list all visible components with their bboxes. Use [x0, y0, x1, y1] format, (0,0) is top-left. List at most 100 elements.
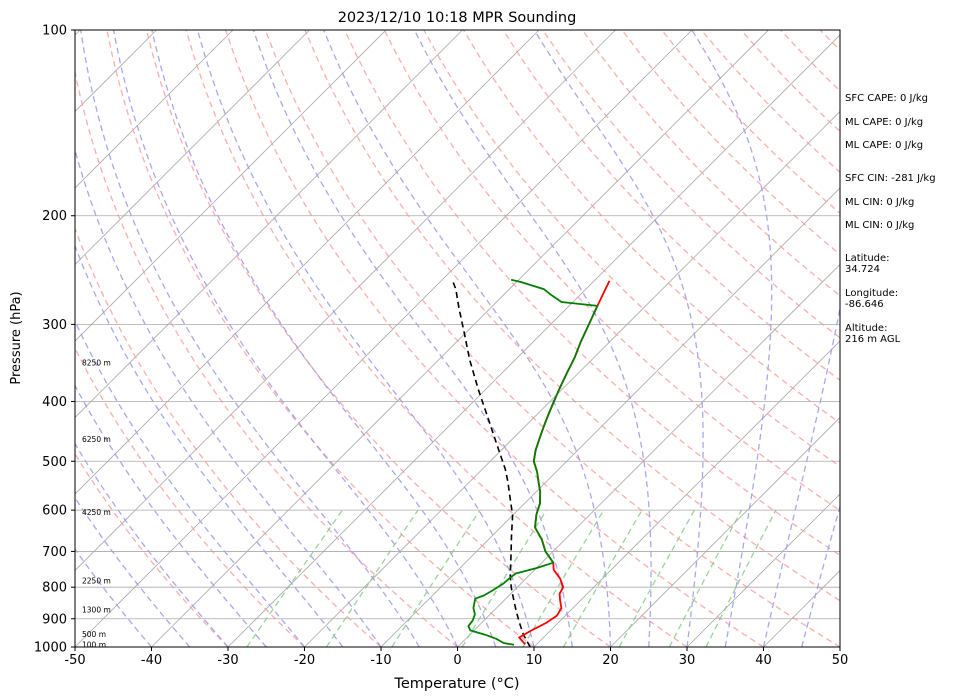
x-tick-label: -10	[370, 653, 391, 668]
parcel-profile-line	[451, 280, 531, 647]
stat-sfc-cape: SFC CAPE: 0 J/kg	[845, 93, 928, 104]
x-tick-label: -50	[64, 653, 85, 668]
y-tick-label: 500	[42, 455, 67, 470]
mixing-ratio-line	[668, 509, 743, 647]
moist-adiabat-line	[80, 30, 420, 647]
x-tick-label: 0	[453, 653, 461, 668]
isotherm-line	[75, 30, 310, 266]
height-label: 2250 m	[82, 576, 111, 585]
moist-adiabat-line	[75, 244, 344, 647]
stat-sfc-cin: SFC CIN: -281 J/kg	[845, 173, 936, 184]
y-tick-label: 400	[42, 395, 67, 410]
x-axis-label: Temperature (°C)	[393, 676, 519, 692]
x-axis-ticks: -50 -40 -30 -20 -10 0 10 20 30 40 50	[64, 647, 848, 668]
dry-adiabat-line	[304, 30, 840, 602]
height-label: 1300 m	[82, 606, 111, 615]
x-tick-label: 20	[602, 653, 619, 668]
mixing-ratio-line	[522, 509, 605, 647]
moist-adiabat-line	[75, 442, 229, 647]
dry-adiabat-line	[75, 69, 458, 647]
dry-adiabat-line	[75, 226, 382, 647]
x-tick-label: -40	[141, 653, 162, 668]
height-label: 6250 m	[82, 435, 111, 444]
stat-latitude-value: 34.724	[845, 264, 880, 275]
plot-frame	[74, 29, 841, 648]
moist-adiabat-line	[252, 30, 573, 647]
mixing-ratio-line	[618, 509, 696, 647]
y-tick-label: 800	[42, 581, 67, 596]
sounding-profiles	[451, 278, 611, 647]
dry-adiabat-line	[264, 30, 840, 647]
stat-ml-cin-2: ML CIN: 0 J/kg	[845, 220, 915, 231]
dry-adiabat-line	[106, 30, 535, 647]
isotherm-line	[75, 30, 616, 572]
height-label: 8250 m	[82, 359, 111, 368]
stat-latitude-label: Latitude:	[845, 253, 890, 264]
isotherm-line	[304, 110, 840, 647]
x-tick-label: 10	[526, 653, 543, 668]
x-tick-label: 50	[832, 653, 849, 668]
isotherm-line	[533, 340, 840, 647]
isotherm-line	[686, 493, 840, 647]
y-axis-label: Pressure (hPa)	[9, 291, 24, 384]
moist-adiabat-line	[762, 305, 840, 647]
moist-adiabat-line	[533, 30, 704, 647]
chart-title: 2023/12/10 10:18 MPR Sounding	[338, 10, 577, 26]
dry-adiabat-line	[75, 346, 305, 647]
stat-longitude-label: Longitude:	[845, 288, 899, 299]
isotherm-line	[75, 30, 463, 419]
isotherm-line	[457, 263, 840, 647]
y-tick-label: 100	[42, 24, 67, 39]
height-label: 100 m	[82, 640, 106, 649]
moist-adiabat-line	[323, 30, 612, 647]
background-lines	[0, 30, 840, 647]
y-tick-label: 300	[42, 318, 67, 333]
isotherm-line	[0, 30, 4, 647]
stat-ml-cape-2: ML CAPE: 0 J/kg	[845, 140, 924, 151]
stat-ml-cape-1: ML CAPE: 0 J/kg	[845, 117, 924, 128]
stat-altitude-label: Altitude:	[845, 323, 888, 334]
dry-adiabat-line	[225, 30, 764, 647]
height-label: 500 m	[82, 630, 106, 639]
dry-adiabat-line	[344, 30, 840, 556]
dry-adiabat-line	[185, 30, 688, 647]
mixing-ratio-line	[461, 509, 548, 647]
x-tick-label: 40	[755, 653, 772, 668]
dry-adiabat-line	[423, 30, 840, 468]
moist-adiabat-line	[801, 504, 840, 647]
y-tick-label: 1000	[34, 641, 67, 656]
x-tick-label: -20	[294, 653, 315, 668]
isotherm-line	[151, 30, 769, 647]
isotherm-line	[75, 30, 234, 189]
y-tick-label: 200	[42, 209, 67, 224]
moist-adiabat-line	[151, 30, 497, 647]
moist-adiabat-line	[75, 384, 267, 647]
x-tick-label: 30	[679, 653, 696, 668]
moist-adiabat-line	[75, 496, 191, 647]
moist-adiabat-line	[691, 30, 773, 647]
moist-adiabat-line	[413, 30, 652, 647]
isotherm-line	[380, 187, 840, 647]
stat-longitude-value: -86.646	[845, 299, 884, 310]
dewpoint-profile-line	[467, 278, 599, 646]
isotherm-line	[610, 416, 840, 647]
y-tick-label: 700	[42, 545, 67, 560]
x-tick-label: -30	[217, 653, 238, 668]
dry-adiabat-line	[145, 30, 611, 647]
moist-adiabat-line	[75, 147, 382, 647]
y-tick-label: 900	[42, 612, 67, 627]
dry-adiabat-line	[383, 30, 840, 512]
isobar-gridlines	[75, 29, 840, 648]
isotherm-line	[75, 30, 387, 342]
mixing-ratio-line	[705, 509, 777, 647]
isotherm-line	[75, 30, 540, 495]
stat-altitude-value: 216 m AGL	[845, 334, 901, 345]
isotherm-line	[75, 30, 693, 647]
mixing-ratio-line	[562, 509, 643, 647]
y-tick-label: 600	[42, 504, 67, 519]
moist-adiabat-line	[112, 30, 459, 647]
isotherm-line	[227, 34, 840, 647]
